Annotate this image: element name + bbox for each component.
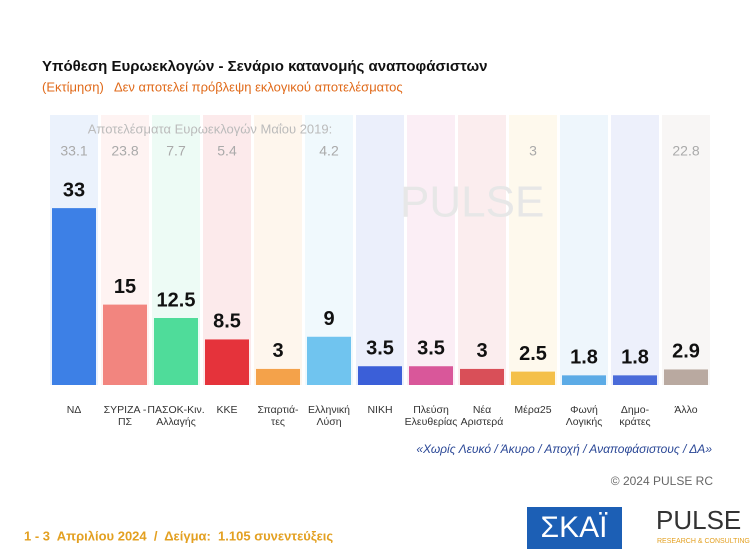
pulse-tagline: RESEARCH & CONSULTING: [657, 538, 750, 545]
category-label: Δημο- κράτες: [619, 404, 651, 428]
skai-logo: ΣΚΑΪ: [541, 511, 609, 544]
reference-value: 3: [529, 143, 537, 159]
bar: [154, 318, 198, 385]
bar: [205, 339, 249, 385]
value-label: 9: [323, 308, 334, 330]
value-label: 2.9: [672, 341, 700, 363]
bar: [613, 375, 657, 385]
bar: [562, 375, 606, 385]
category-label: ΠΑΣΟΚ-Κιν. Αλλαγής: [147, 404, 205, 428]
value-label: 3.5: [417, 338, 445, 360]
bar: [358, 366, 402, 385]
column-bg: [407, 115, 455, 385]
value-label: 12.5: [157, 289, 196, 311]
category-label: Μέρα25: [514, 404, 552, 416]
column-bg: [611, 115, 659, 385]
column-bg: [458, 115, 506, 385]
category-label: Πλεύση Ελευθερίας: [404, 404, 458, 428]
column-bg: [560, 115, 608, 385]
category-label: Φωνή Λογικής: [565, 404, 603, 428]
category-label: Σπαρτιά- τες: [257, 404, 299, 428]
bar: [460, 368, 504, 385]
footer: 1 - 3 Απριλίου 2024 / Δείγμα: 1.105 συνε…: [24, 528, 333, 543]
skai-logo-bg: [527, 507, 622, 549]
category-label: ΚΚΕ: [216, 404, 238, 416]
category-label: Ελληνική Λύση: [307, 404, 350, 428]
bar: [511, 371, 555, 385]
column-bg: [662, 115, 710, 385]
value-label: 2.5: [519, 343, 547, 365]
category-label: ΣΥΡΙΖΑ - ΠΣ: [103, 404, 147, 428]
bar: [307, 336, 351, 385]
value-label: 15: [114, 276, 136, 298]
copyright: © 2024 PULSE RC: [611, 474, 714, 488]
reference-value: 7.7: [166, 143, 186, 159]
watermark: PULSE: [400, 178, 544, 227]
bar: [52, 208, 96, 385]
category-label: Άλλο: [674, 404, 698, 416]
bar: [409, 366, 453, 385]
reference-value: 4.2: [319, 143, 339, 159]
category-label: ΝΔ: [66, 404, 82, 416]
bar: [664, 369, 708, 385]
value-label: 1.8: [621, 347, 649, 369]
value-label: 1.8: [570, 347, 598, 369]
reference-value: 33.1: [60, 143, 87, 159]
note: «Χωρίς Λευκό / Άκυρο / Αποχή / Αναποφάσι…: [416, 442, 712, 456]
reference-label: Αποτελέσματα Ευρωεκλογών Μαΐου 2019:: [88, 121, 332, 136]
value-label: 33: [63, 179, 85, 201]
value-label: 8.5: [213, 311, 241, 333]
pulse-logo: PULSE: [656, 505, 741, 535]
bar: [256, 368, 300, 385]
chart-subtitle: (Εκτίμηση) Δεν αποτελεί πρόβλεψη εκλογικ…: [42, 79, 403, 94]
category-label: Νέα Αριστερά: [460, 404, 504, 428]
column-bg: [509, 115, 557, 385]
chart-title: Υπόθεση Ευρωεκλογών - Σενάριο κατανομής …: [42, 58, 487, 75]
column-bg: [254, 115, 302, 385]
column-bg: [356, 115, 404, 385]
reference-value: 23.8: [111, 143, 138, 159]
value-label: 3: [476, 340, 487, 362]
reference-value: 5.4: [217, 143, 237, 159]
value-label: 3.5: [366, 338, 394, 360]
reference-value: 22.8: [672, 143, 699, 159]
category-label: ΝΙΚΗ: [367, 404, 393, 416]
bar: [103, 304, 147, 385]
value-label: 3: [272, 340, 283, 362]
